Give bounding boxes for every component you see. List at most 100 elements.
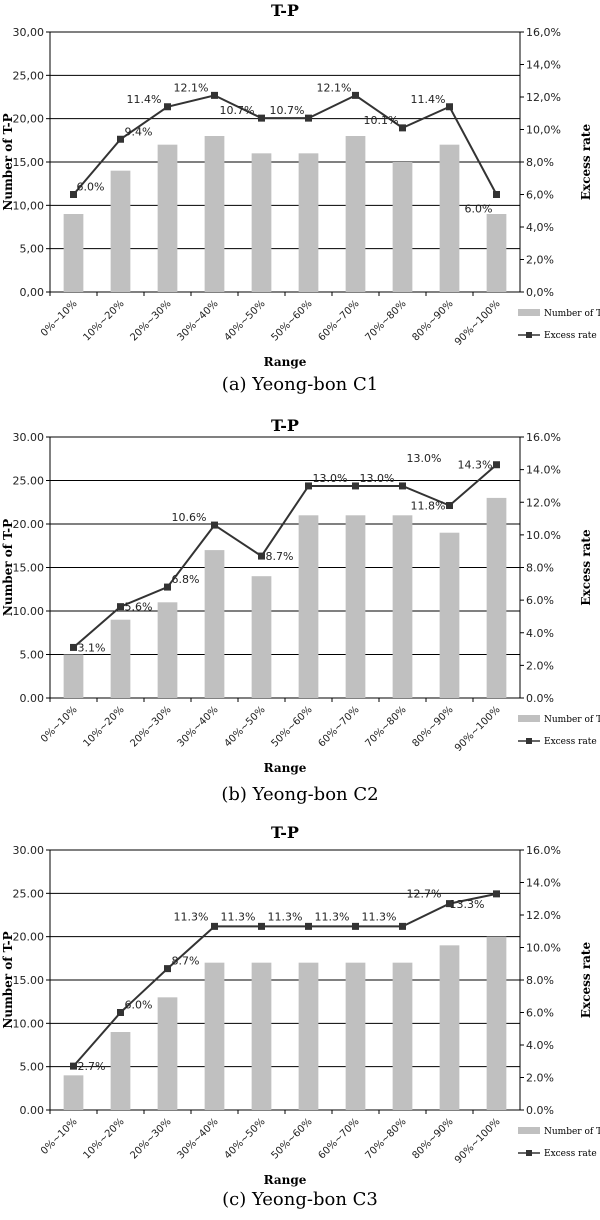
y2-tick-label: 14.0% [526,464,561,477]
y2-tick-label: 14.0% [526,877,561,890]
y2-tick-label: 8.0% [526,974,554,987]
chart-c: T-P 0.00 5.00 10.00 15.00 20.00 25.00 30.00 0.0%… [1,823,600,1187]
x-axis-title: Range [264,761,307,775]
x-tick-label: 60%~70% [316,298,361,343]
line-marker [164,965,171,973]
bar [392,515,413,698]
y-tick-label: 5.00 [20,1061,45,1074]
legend-swatch-marker [526,738,532,744]
y-tick-label: 20.00 [13,518,45,531]
line-marker [352,922,359,930]
bar [157,997,178,1110]
data-label: 12.7% [407,888,442,901]
bar [204,136,225,292]
y2-tick-label: 2,0% [526,254,554,267]
x-tick-label: 70%~80% [363,1116,408,1161]
bar [345,962,366,1110]
data-label: 9.4% [125,125,153,138]
x-tick-label: 0%~10% [39,704,80,745]
data-label: 8.7% [172,955,200,968]
y2-tick-label: 0,0% [526,286,554,299]
bar [63,214,84,292]
chart-title: T-P [271,1,299,20]
bar [298,153,319,292]
data-label: 11.4% [127,93,162,106]
chart-a: T-P 0,00 5,00 10,00 15,00 20,00 25,00 30,00 0,0%… [1,1,600,369]
x-tick-label: 20%~30% [128,1116,173,1161]
y-tick-label: 20.00 [13,931,45,944]
chart-panel-b: T-P 0.00 5.00 10.00 15.00 20.00 25.00 30.00 0.0%… [0,405,600,815]
x-tick-label: 80%~90% [410,1116,455,1161]
caption-c: (c) Yeong-bon C3 [222,1189,378,1210]
y-tick-label: 10,00 [13,199,45,212]
data-label: 11.8% [411,500,446,513]
series-line [72,94,498,196]
y2-tick-label: 4,0% [526,221,554,234]
legend-swatch-marker [526,1150,532,1156]
bar [157,144,178,292]
data-label: 11.3% [315,910,350,923]
legend-label-line: Excess rate [544,1149,597,1159]
data-label: 11.3% [174,910,209,923]
bar [439,945,460,1110]
data-label: 8.7% [266,550,294,563]
y-axis-title: Number of T-P [1,519,15,616]
y2-tick-label: 10.0% [526,529,561,542]
y2-tick-label: 12.0% [526,496,561,509]
data-label: 10.7% [220,104,255,117]
line-marker [493,461,500,469]
y2-tick-label: 2.0% [526,659,554,672]
y-tick-label: 15.00 [13,974,45,987]
legend-swatch-marker [526,332,532,338]
y-tick-label: 0.00 [20,1104,45,1117]
y-tick-label: 30.00 [13,844,45,857]
y2-tick-label: 0.0% [526,1104,554,1117]
x-tick-label: 90%~100% [453,1116,503,1166]
bar [345,515,366,698]
line-marker [446,103,453,111]
line-marker [446,502,453,510]
legend-swatch-bar [518,715,540,722]
x-tick-label: 40%~50% [222,1116,267,1161]
bar [298,962,319,1110]
y-tick-label: 10.00 [13,605,45,618]
data-label: 13.0% [313,472,348,485]
y2-tick-label: 16.0% [526,844,561,857]
x-axis-title: Range [264,355,307,369]
y-tick-label: 25.00 [13,475,45,488]
y-tick-label: 25,00 [13,69,45,82]
line-marker [399,922,406,930]
y2-tick-label: 10,0% [526,124,561,137]
data-label: 6.8% [172,573,200,586]
x-tick-label: 10%~20% [81,298,126,343]
y-axis-title: Number of T-P [1,113,15,210]
bar [110,619,131,698]
bar [392,162,413,292]
legend-label-bar: Number of T-P [544,309,600,319]
y-tick-label: 10.00 [13,1017,45,1030]
x-tick-label: 80%~90% [410,298,455,343]
line-marker [117,1009,124,1016]
y-tick-label: 5,00 [20,243,45,256]
x-tick-label: 30%~40% [175,298,220,343]
line-marker [117,603,124,611]
legend-label-bar: Number of T-P [544,1127,600,1137]
y2-tick-label: 12.0% [526,909,561,922]
line-marker [211,521,218,529]
y2-axis-title: Excess rate [579,942,593,1019]
x-tick-label: 40%~50% [222,704,267,749]
bar [439,144,460,292]
data-label: 3.1% [78,641,106,654]
caption-b: (b) Yeong-bon C2 [221,784,379,805]
bar [251,576,272,698]
x-tick-label: 50%~60% [269,704,314,749]
line-marker [70,643,77,651]
y-tick-label: 15.00 [13,562,45,575]
data-label: 10.6% [172,511,207,524]
bar [486,936,507,1110]
x-tick-label: 90%~100% [453,298,503,348]
chart-title: T-P [271,823,299,842]
legend: Number of T-P Excess rate [518,309,600,341]
y2-tick-label: 10.0% [526,942,561,955]
x-tick-label: 60%~70% [316,704,361,749]
